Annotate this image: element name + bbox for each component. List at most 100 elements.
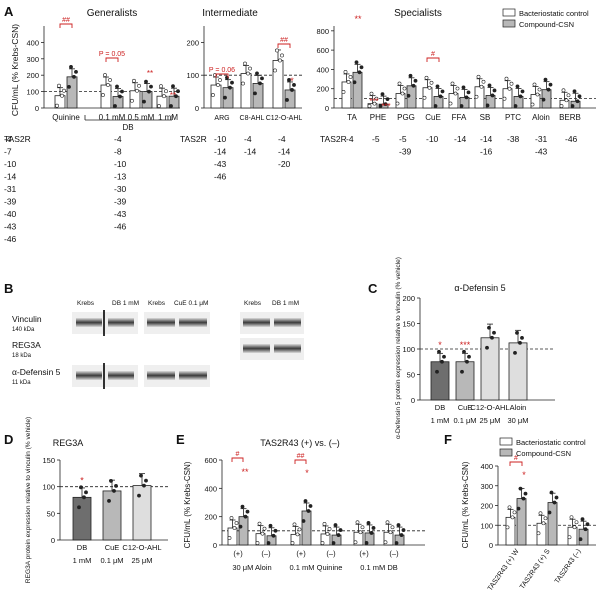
data-point <box>228 85 232 90</box>
data-point <box>243 514 248 519</box>
data-point <box>520 89 525 94</box>
data-point <box>530 102 535 107</box>
data-point <box>358 530 363 535</box>
x-label: (+) <box>296 549 306 558</box>
chart-defensin: 0 50 100 150 200 * DB 1 mM *** CuE 0.1 μM C12-O-AHL… <box>395 257 555 439</box>
legend-f-gray-swatch <box>499 448 513 457</box>
data-point <box>492 88 497 93</box>
bar <box>132 485 152 541</box>
bar <box>240 73 252 109</box>
chart-reg3a: 0 50 100 150 * DB 1 mM CuE 0.1 μM C12-O-AHL 25 μM R… <box>25 417 168 583</box>
y-tick-label: 0 <box>411 396 415 405</box>
data-point <box>159 84 163 89</box>
blot1-lane1: Krebs <box>77 300 95 307</box>
data-point <box>230 80 234 85</box>
sig-star: ** <box>170 91 176 100</box>
data-point <box>467 354 471 359</box>
data-point <box>82 495 86 500</box>
tas2r-list-intermediate: -10 -14 -43 -46 -4 -14 -4 -14 -20 <box>214 134 291 182</box>
db-label: DB <box>122 123 133 132</box>
data-point <box>327 527 332 531</box>
y-tick-label: 0 <box>195 104 199 113</box>
data-point <box>399 533 404 537</box>
bar <box>102 490 122 541</box>
x-label: TAS2R43 (–) <box>554 548 583 585</box>
data-point <box>114 484 118 488</box>
tas2r-value: -46 <box>214 172 227 182</box>
data-point <box>260 531 265 536</box>
data-point <box>459 104 464 108</box>
x-label: (+) <box>359 549 369 558</box>
data-point <box>424 75 429 80</box>
band <box>179 318 207 327</box>
data-point <box>388 530 393 535</box>
data-point <box>216 83 220 87</box>
data-point <box>541 521 546 526</box>
y-tick-label: 150 <box>402 320 415 329</box>
tas2r-value: -43 <box>214 159 227 169</box>
x-label-SB: SB <box>480 113 491 122</box>
x-label: TAS2R43 (+) W <box>487 548 521 593</box>
data-point <box>509 81 514 86</box>
legend-f-open-swatch <box>499 437 513 446</box>
y-tick-label: 50 <box>47 509 55 518</box>
band <box>76 318 102 327</box>
y-tick-label: 400 <box>316 65 329 74</box>
data-point <box>448 101 453 106</box>
tas2r-value: -5 <box>399 134 407 144</box>
x-label: (–) <box>326 549 336 558</box>
legend-f-open-label: Bacteriostatic control <box>516 438 586 447</box>
band <box>179 371 207 380</box>
data-point <box>115 84 119 89</box>
tas2r-value: -4 <box>278 134 286 144</box>
tas2r-value: -43 <box>535 147 548 157</box>
tas2r-value: -31 <box>535 134 548 144</box>
data-point <box>55 103 59 108</box>
data-point <box>174 94 178 99</box>
data-point <box>144 79 148 84</box>
data-point <box>238 524 243 529</box>
data-point <box>360 525 365 530</box>
data-point <box>564 98 569 103</box>
x-sublabel: 25 μM <box>132 556 153 565</box>
y-label: REG3A protein expression relative to vin… <box>25 417 32 583</box>
y-tick-label: 200 <box>402 294 415 303</box>
chart-tas2r43-wsi: 0 100 200 300 400 CFU/mL (% Krebs-CSN) TAS2R43… <box>461 455 596 592</box>
y-tick-label: 600 <box>316 46 329 55</box>
data-point <box>395 101 400 106</box>
x-treatment-label: 0.1 mM DB <box>360 563 398 572</box>
data-point <box>547 510 552 515</box>
y-tick-label: 100 <box>402 345 415 354</box>
data-point <box>569 515 574 520</box>
blot-sub-vinculin: 140 kDa <box>12 327 35 333</box>
data-point <box>561 88 566 93</box>
blot-sub-reg3a: 18 kDa <box>12 353 32 359</box>
sig-star: *** <box>369 97 378 106</box>
data-point <box>435 369 439 374</box>
data-point <box>476 74 481 79</box>
tas2r-value: -39 <box>399 147 412 157</box>
y-tick-label: 400 <box>204 484 217 493</box>
data-point <box>292 83 296 87</box>
bar <box>395 93 406 109</box>
data-point <box>280 53 284 58</box>
sig-quinine <box>294 459 307 464</box>
y-tick-label: 0 <box>51 536 55 545</box>
data-point <box>507 505 512 510</box>
bar <box>578 528 589 546</box>
tas2r-value: -14 <box>244 147 257 157</box>
x-treatment-label: 30 μM Aloin <box>232 563 271 572</box>
chart-generalists: 0 100 200 300 400 Quinine 0.1 mM 0.5 mM 1 mM ## P … <box>26 17 180 122</box>
title-specialists: Specialists <box>394 8 442 19</box>
tas2r-value: -38 <box>507 134 520 144</box>
sig-quinine-label: ## <box>297 453 305 460</box>
legend-gray-label: Compound-CSN <box>519 20 574 29</box>
data-point <box>520 335 524 340</box>
sig-star: ** <box>241 467 249 477</box>
data-point <box>427 85 432 90</box>
x-label-TA: TA <box>347 113 357 122</box>
sig-arg <box>215 73 229 78</box>
data-point <box>57 83 61 88</box>
blot3-lane2: DB 1 mM <box>272 300 299 307</box>
data-point <box>147 89 151 94</box>
